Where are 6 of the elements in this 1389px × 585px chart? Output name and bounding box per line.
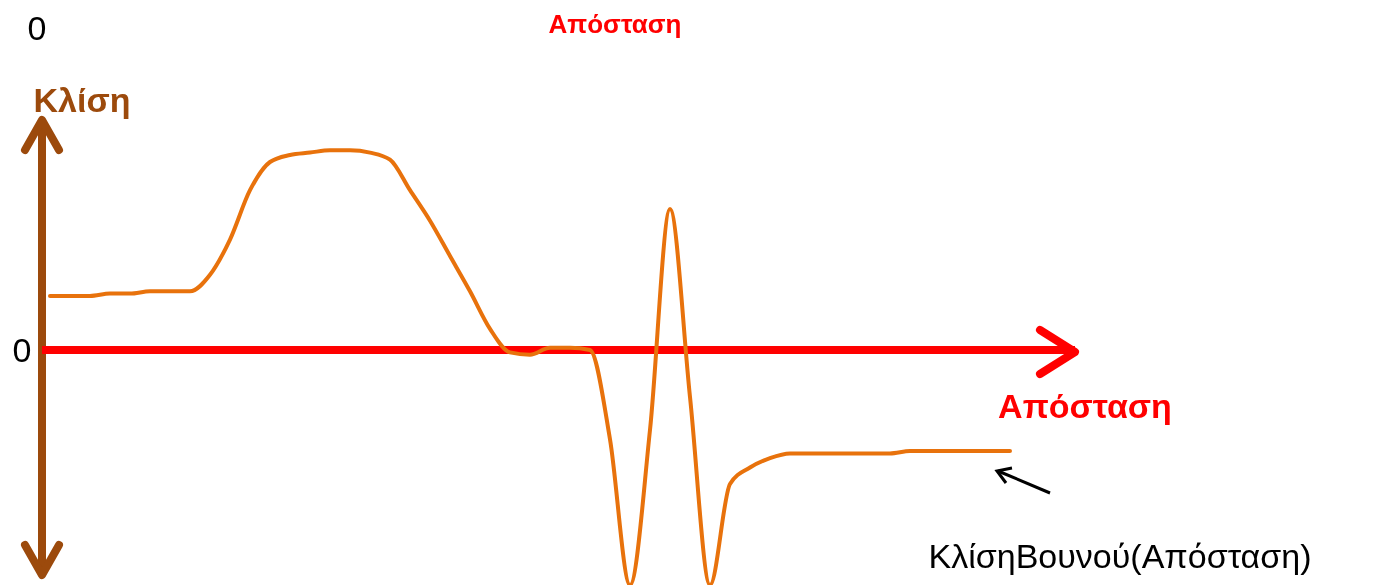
y-axis-title: Κλίση <box>33 81 131 119</box>
chart-title: Απόσταση <box>548 9 682 39</box>
text: 0 <box>27 9 47 47</box>
text: 0 <box>12 331 32 369</box>
x-axis-title: Απόσταση <box>998 387 1172 425</box>
annotation: ΚλίσηΒουνού(Απόσταση) <box>928 537 1312 575</box>
